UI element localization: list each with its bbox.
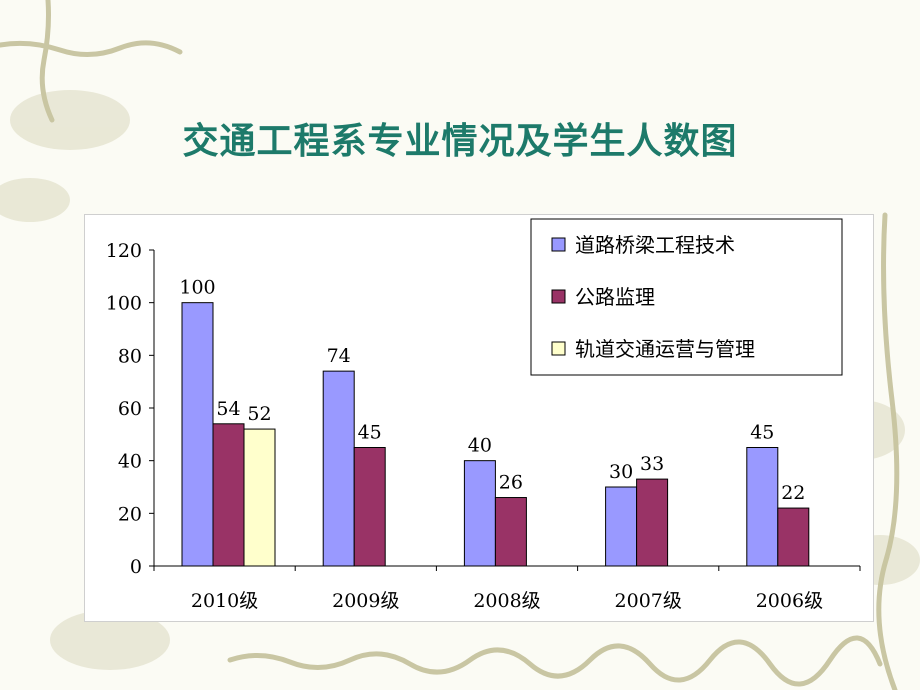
y-tick-label: 0 <box>130 556 142 578</box>
bar <box>494 497 527 567</box>
legend-swatch <box>551 341 566 356</box>
legend-label: 轨道交通运营与管理 <box>575 337 755 361</box>
bar-value-label: 54 <box>216 398 240 420</box>
legend-swatch <box>551 289 566 304</box>
y-tick-label: 80 <box>118 345 142 367</box>
y-tick-label: 60 <box>118 398 142 420</box>
y-tick-label: 100 <box>106 293 142 315</box>
legend-swatch <box>551 237 566 252</box>
x-category-label: 2006级 <box>756 590 823 612</box>
bar <box>777 507 810 567</box>
bar <box>636 478 669 567</box>
bar-value-label: 22 <box>781 482 805 504</box>
legend-label: 公路监理 <box>575 285 655 309</box>
bar-value-label: 45 <box>750 422 774 444</box>
bar <box>243 428 276 567</box>
page-title: 交通工程系专业情况及学生人数图 <box>182 121 738 162</box>
bar-value-label: 33 <box>640 453 664 475</box>
y-tick-label: 120 <box>106 240 142 262</box>
bar-value-label: 40 <box>468 435 492 457</box>
legend-label: 道路桥梁工程技术 <box>575 233 735 257</box>
bar <box>605 486 638 567</box>
bar <box>463 460 496 567</box>
y-tick-label: 20 <box>118 503 142 525</box>
x-category-label: 2009级 <box>332 590 399 612</box>
legend-box <box>530 218 843 376</box>
bar <box>212 423 245 567</box>
x-category-label: 2008级 <box>473 590 540 612</box>
bar-value-label: 100 <box>179 277 215 299</box>
y-tick-label: 40 <box>118 451 142 473</box>
x-category-label: 2007级 <box>615 590 682 612</box>
bar-value-label: 26 <box>499 472 523 494</box>
bar-value-label: 45 <box>358 422 382 444</box>
bar-value-label: 30 <box>609 461 633 483</box>
bar <box>353 447 386 567</box>
bar-value-label: 52 <box>247 403 271 425</box>
bar-value-label: 74 <box>327 345 351 367</box>
x-category-label: 2010级 <box>191 590 258 612</box>
bar-chart: 0 20 40 60 80 100 120 2010级 100 54 52 2009级 74 45 2008… <box>106 218 861 612</box>
bar <box>746 447 779 567</box>
bar <box>322 370 355 567</box>
bar <box>181 302 214 567</box>
